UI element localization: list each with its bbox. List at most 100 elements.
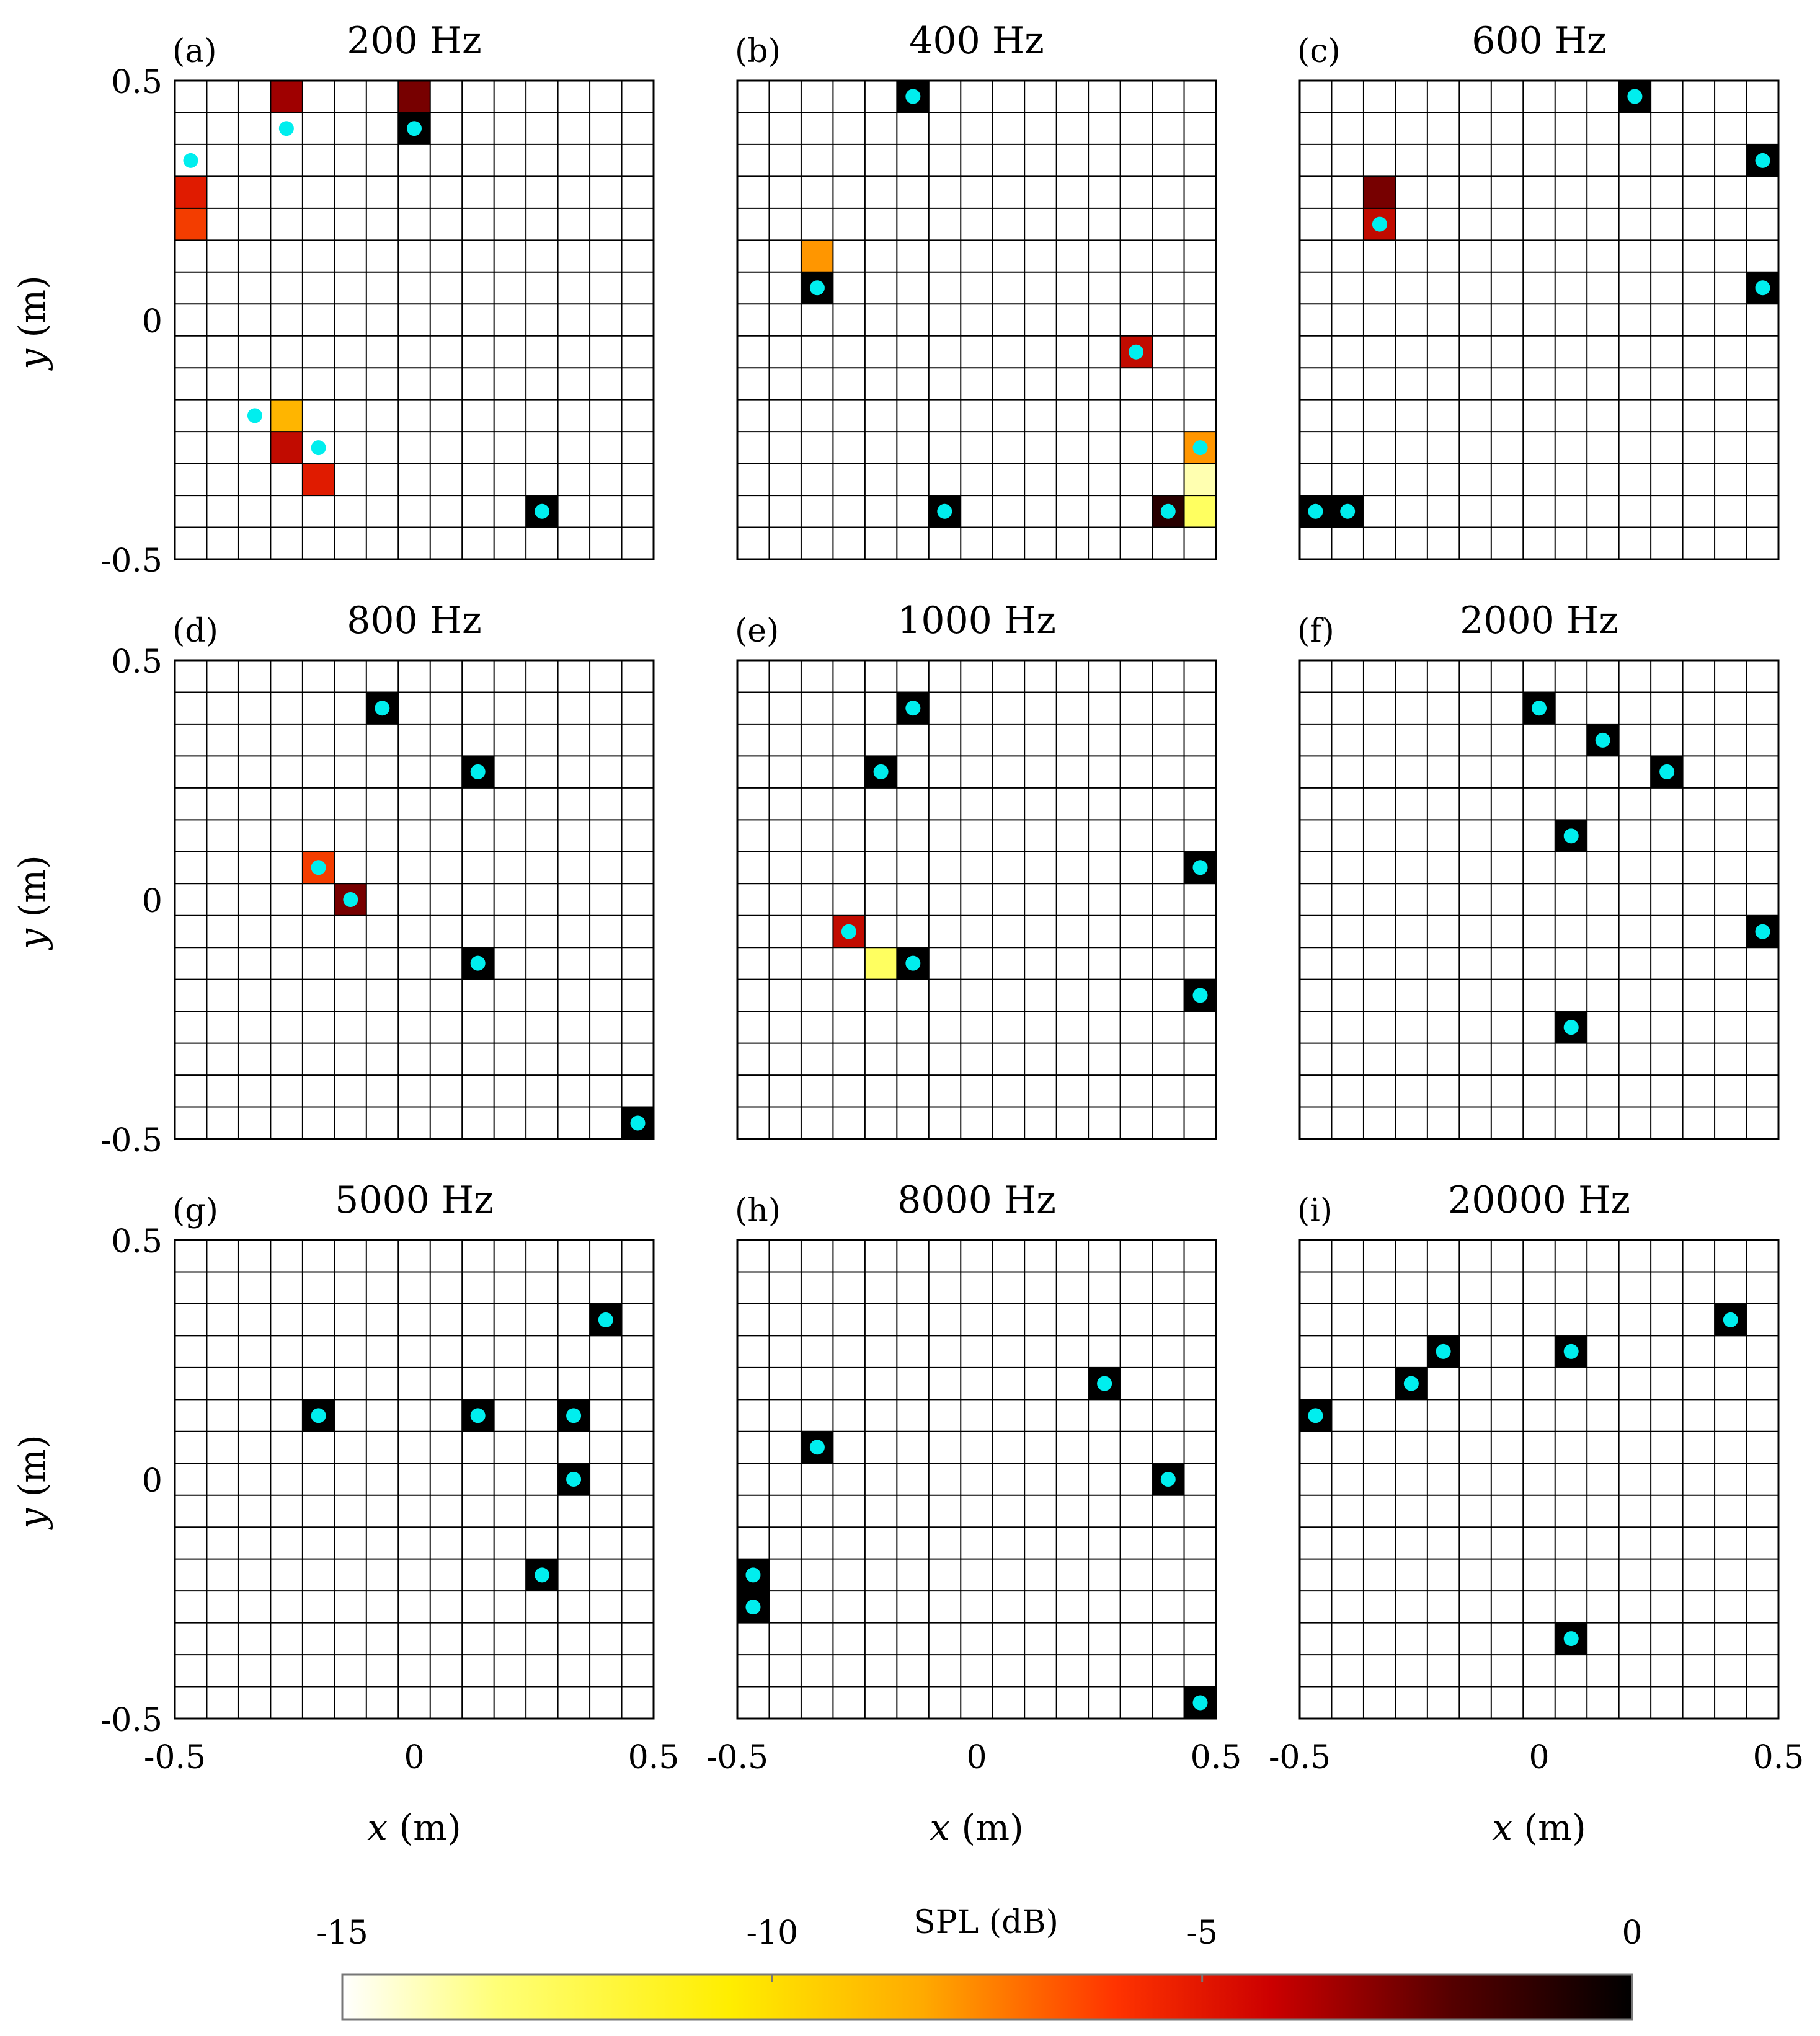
source-marker: [1192, 860, 1208, 875]
y-tick-label: 0: [142, 303, 162, 340]
x-tick-label: 0.5: [1191, 1739, 1242, 1776]
source-marker: [1436, 1343, 1451, 1359]
source-marker: [1595, 732, 1610, 748]
y-axis-label-row1: y (m): [11, 275, 53, 371]
panel-title: 8000 Hz: [897, 1179, 1056, 1222]
panel-title: 800 Hz: [347, 599, 482, 642]
panel-letter: (c): [1297, 33, 1341, 70]
axes-frame: [1298, 79, 1780, 560]
source-marker: [1532, 701, 1547, 716]
source-marker: [598, 1312, 613, 1327]
source-marker: [1403, 1376, 1419, 1391]
panel-e: (e) 1000 Hz: [735, 599, 1217, 1140]
panel-c: (c) 600 Hz: [1297, 19, 1780, 560]
panel-letter: (a): [172, 33, 217, 70]
axes-frame: [736, 1239, 1217, 1720]
axes-frame: [736, 659, 1217, 1140]
source-marker: [566, 1408, 582, 1423]
panel-f: (f) 2000 Hz: [1297, 599, 1780, 1140]
source-marker: [470, 955, 486, 971]
source-marker: [311, 440, 326, 456]
source-marker: [1192, 440, 1208, 456]
x-tick-label: -0.5: [144, 1739, 206, 1776]
source-marker: [1192, 988, 1208, 1003]
source-marker: [841, 924, 856, 939]
source-marker: [470, 1408, 486, 1423]
panel-letter: (e): [735, 613, 779, 650]
x-tick-label: -0.5: [706, 1739, 768, 1776]
source-marker: [1129, 344, 1144, 360]
source-marker: [745, 1567, 761, 1583]
panel-g: (g) 5000 Hz 0.5 0 -0.5-0.5 0 0.5: [100, 1179, 680, 1776]
source-marker: [1563, 1020, 1579, 1035]
x-axis-label-col1: x (m): [367, 1807, 461, 1849]
source-marker: [1755, 153, 1770, 168]
source-marker: [1160, 1472, 1176, 1487]
panel-letter: (b): [735, 33, 781, 70]
x-tick-label: 0: [404, 1739, 424, 1776]
colorbar-tick-label: 0: [1622, 1914, 1642, 1952]
y-tick-label: -0.5: [100, 542, 162, 580]
source-marker: [809, 1440, 825, 1455]
source-marker: [311, 1408, 326, 1423]
heat-cell: [175, 208, 207, 241]
source-marker: [1659, 764, 1675, 779]
heat-cell: [398, 81, 430, 113]
heat-cell: [270, 81, 303, 113]
colorbar-tick-label: -10: [746, 1914, 798, 1952]
source-marker: [905, 89, 921, 104]
heat-cell: [270, 432, 303, 464]
panel-letter: (g): [172, 1192, 218, 1229]
source-marker: [1755, 924, 1770, 939]
panel-title: 5000 Hz: [335, 1179, 494, 1222]
y-tick-label: 0.5: [111, 1223, 162, 1260]
panel-letter: (i): [1297, 1192, 1333, 1229]
source-marker: [905, 701, 921, 716]
axes-frame: [1298, 1239, 1780, 1720]
source-marker: [183, 153, 198, 168]
source-marker: [566, 1472, 582, 1487]
y-axis-label-row3: y (m): [11, 1435, 53, 1530]
x-axis-label-col3: x (m): [1492, 1807, 1586, 1849]
colorbar-tick-label: -5: [1186, 1914, 1218, 1952]
source-marker: [1627, 89, 1643, 104]
source-marker: [1372, 216, 1387, 232]
x-tick-label: 0.5: [1753, 1739, 1804, 1776]
heat-cell: [1363, 176, 1396, 208]
source-marker: [1308, 1408, 1323, 1423]
source-marker: [1563, 1343, 1579, 1359]
source-marker: [905, 955, 921, 971]
x-axis-label-col2: x (m): [930, 1807, 1023, 1849]
heat-cell: [175, 176, 207, 208]
panel-letter: (d): [172, 613, 218, 650]
axes-frame: [736, 79, 1217, 560]
panel-title: 600 Hz: [1472, 19, 1607, 63]
source-marker: [1308, 503, 1323, 519]
y-tick-label: 0: [142, 883, 162, 920]
source-marker: [1097, 1376, 1112, 1391]
axes-frame: [1298, 659, 1780, 1140]
x-tick-label: -0.5: [1269, 1739, 1331, 1776]
panel-b: (b) 400 Hz: [735, 19, 1217, 560]
source-marker: [630, 1115, 646, 1131]
source-marker: [745, 1600, 761, 1615]
source-marker: [873, 764, 889, 779]
axes-frame: [174, 1239, 655, 1720]
axes-frame: [174, 79, 655, 560]
source-marker: [1340, 503, 1356, 519]
source-marker: [937, 503, 952, 519]
source-marker: [407, 121, 422, 136]
source-marker: [535, 1567, 550, 1583]
heat-cell: [864, 947, 897, 980]
source-marker: [375, 701, 390, 716]
panel-i: (i) 20000 Hz -0.5 0 0.5: [1269, 1179, 1804, 1776]
panel-h: (h) 8000 Hz -0.5 0 0.5: [706, 1179, 1241, 1776]
heat-cell: [801, 240, 833, 272]
panel-a: (a) 200 Hz 0.5 0 -0.5: [100, 19, 655, 580]
source-marker: [809, 280, 825, 296]
source-marker: [343, 892, 358, 907]
panel-letter: (f): [1297, 613, 1334, 650]
axis-labels: y (m) y (m) y (m) x (m) x (m) x (m): [11, 275, 1586, 1849]
panel-title: 200 Hz: [347, 19, 482, 63]
